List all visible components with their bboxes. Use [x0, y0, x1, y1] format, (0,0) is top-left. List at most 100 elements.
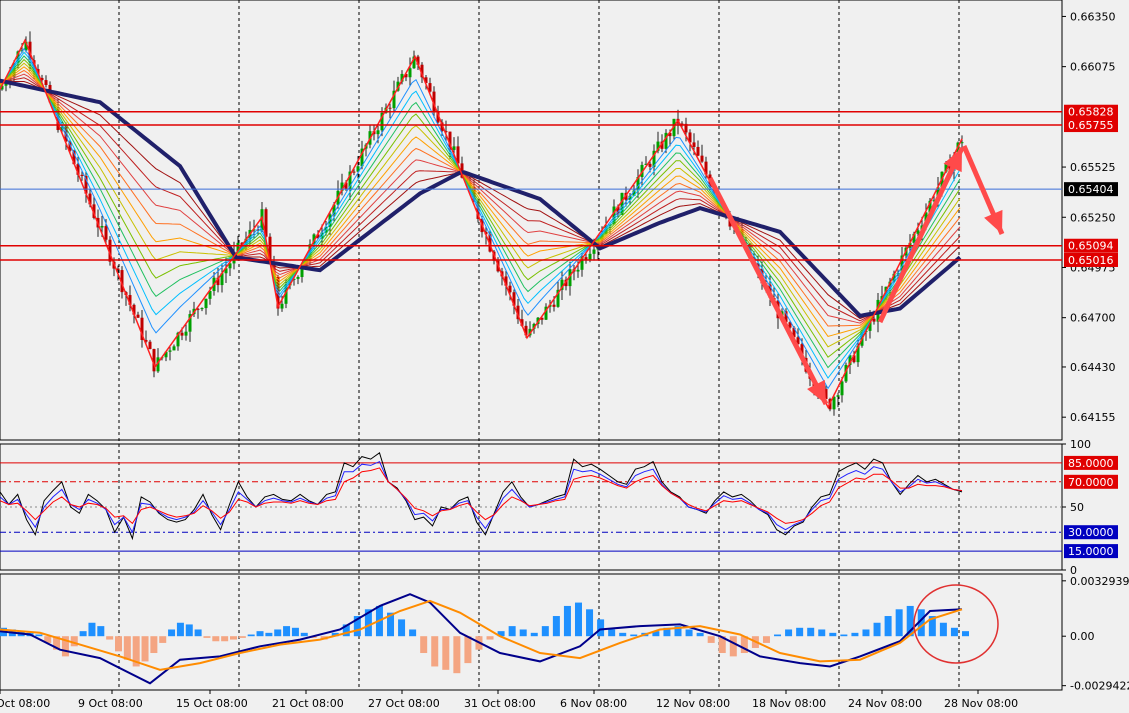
- osc-histogram-bar: [840, 634, 848, 637]
- osc-histogram-bar: [862, 629, 870, 637]
- time-label: 31 Oct 08:00: [464, 697, 536, 710]
- candle-body: [684, 123, 688, 133]
- osc-histogram-bar: [552, 616, 560, 637]
- candle-body: [204, 298, 208, 309]
- candle-body: [688, 132, 692, 143]
- candle-body: [428, 83, 432, 92]
- candle-body: [196, 308, 200, 310]
- candle-body: [796, 337, 800, 345]
- osc-histogram-bar: [873, 622, 881, 637]
- price-tick-label: 0.64155: [1070, 411, 1116, 424]
- candle-body: [300, 267, 304, 278]
- osc-histogram-bar: [829, 632, 837, 637]
- time-label: 9 Oct 08:00: [78, 697, 143, 710]
- candle-body: [332, 204, 336, 215]
- candle-body: [436, 112, 440, 123]
- osc-histogram-bar: [939, 622, 947, 637]
- candle-body: [72, 150, 76, 165]
- osc-histogram-bar: [785, 629, 793, 637]
- stoch-series-0: [0, 451, 963, 541]
- price-level-box: [1064, 118, 1118, 133]
- candle-body: [932, 200, 936, 202]
- candle-body: [788, 322, 792, 328]
- trend-moving-average: [0, 78, 962, 319]
- stoch-tick-label: 0: [1070, 564, 1077, 577]
- candle-body: [928, 200, 932, 213]
- candle-body: [176, 332, 180, 347]
- candle-body: [92, 204, 96, 218]
- candle-body: [616, 206, 620, 215]
- candle-body: [412, 56, 416, 69]
- candle-body: [168, 350, 172, 352]
- candle-body: [404, 73, 408, 78]
- candle-body: [656, 141, 660, 151]
- osc-histogram-bar: [486, 636, 494, 640]
- candle-body: [792, 327, 796, 338]
- osc-histogram-bar: [141, 636, 149, 662]
- ma-ribbon-line: [0, 77, 961, 322]
- candle-body: [916, 230, 920, 234]
- stoch-level-label: 15.0000: [1068, 545, 1114, 558]
- price-level-label: 0.65828: [1068, 106, 1114, 119]
- candle-body: [144, 339, 148, 342]
- osc-histogram-bar: [132, 636, 140, 667]
- osc-histogram-bar: [652, 631, 660, 637]
- candle-body: [356, 166, 360, 172]
- stoch-level-box: [1064, 544, 1118, 559]
- candle-body: [840, 381, 844, 396]
- candle-body: [120, 270, 124, 293]
- candle-body: [312, 234, 316, 245]
- time-label: 27 Oct 08:00: [368, 697, 440, 710]
- candle-body: [668, 132, 672, 137]
- candle-body: [824, 389, 828, 399]
- osc-histogram-bar: [212, 636, 220, 642]
- candle-body: [208, 291, 212, 299]
- candle-body: [388, 107, 392, 109]
- candle-body: [592, 249, 596, 254]
- osc-histogram-bar: [685, 629, 693, 637]
- price-level-label: 0.65755: [1068, 119, 1114, 132]
- candle-body: [280, 303, 284, 309]
- panel-frame-1: [0, 0, 1063, 441]
- osc-histogram-bar: [608, 629, 616, 637]
- osc-histogram-bar: [409, 629, 417, 637]
- candle-body: [100, 226, 104, 228]
- candle-body: [68, 141, 72, 151]
- osc-histogram-bar: [674, 626, 682, 637]
- osc-histogram-bar: [663, 627, 671, 637]
- candle-body: [556, 289, 560, 307]
- candle-body: [80, 174, 84, 176]
- candle-body: [344, 182, 348, 190]
- candle-body: [132, 304, 136, 315]
- highlight-circle: [913, 584, 999, 664]
- candle-body: [352, 171, 356, 173]
- candle-body: [644, 163, 648, 165]
- stoch-tick-label: 100: [1070, 438, 1091, 451]
- osc-histogram-bar: [420, 636, 428, 654]
- candle-body: [700, 155, 704, 162]
- osc-histogram-bar: [619, 632, 627, 637]
- candle-body: [416, 56, 420, 65]
- osc-histogram-bar: [906, 605, 914, 637]
- osc-histogram-bar: [563, 605, 571, 637]
- osc-series-1: [0, 599, 963, 671]
- price-level-label: 0.65404: [1068, 183, 1114, 196]
- candle-body: [900, 255, 904, 273]
- stoch-level-label: 85.0000: [1068, 457, 1114, 470]
- osc-histogram-bar: [387, 612, 395, 637]
- osc-histogram-bar: [168, 629, 176, 637]
- candle-body: [180, 332, 184, 336]
- candle-body: [960, 142, 964, 144]
- price-level-box: [1064, 252, 1118, 267]
- candle-body: [628, 195, 632, 200]
- osc-tick-label: 0.00: [1070, 630, 1095, 643]
- candle-body: [956, 142, 960, 156]
- ma-ribbon-line: [0, 58, 961, 358]
- osc-histogram-bar: [818, 629, 826, 637]
- osc-histogram-bar: [44, 636, 52, 643]
- candle-body: [652, 150, 656, 167]
- osc-histogram-bar: [740, 636, 748, 654]
- osc-histogram-bar: [53, 636, 61, 650]
